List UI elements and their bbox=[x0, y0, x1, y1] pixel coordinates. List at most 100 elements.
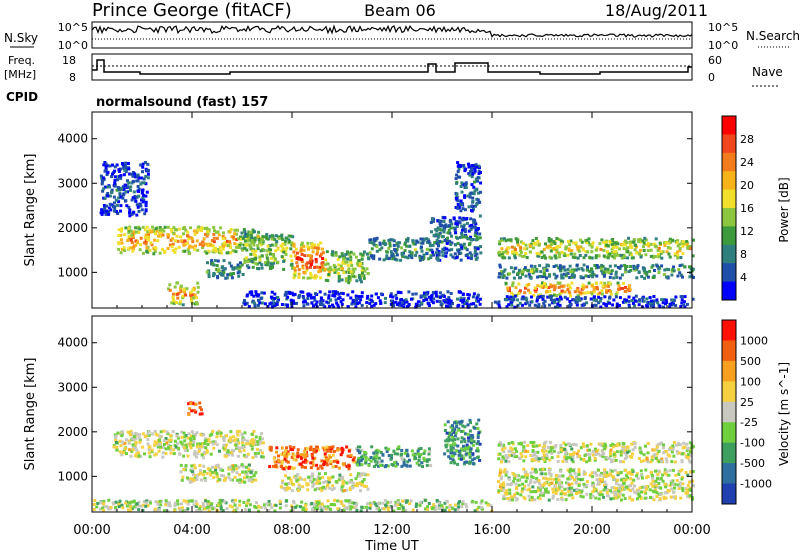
heatmap-cell bbox=[619, 460, 622, 464]
heatmap-cell bbox=[509, 453, 513, 457]
heatmap-cell bbox=[299, 248, 303, 252]
heatmap-cell bbox=[300, 260, 304, 264]
heatmap-cell bbox=[170, 230, 174, 234]
heatmap-cell bbox=[314, 246, 318, 250]
heatmap-cell bbox=[341, 261, 345, 265]
heatmap-cell bbox=[280, 249, 284, 253]
heatmap-cell bbox=[355, 279, 359, 283]
heatmap-cell bbox=[470, 237, 474, 241]
heatmap-cell bbox=[361, 253, 365, 257]
heatmap-cell bbox=[663, 496, 666, 500]
heatmap-cell bbox=[357, 259, 361, 262]
heatmap-cell bbox=[656, 249, 660, 252]
heatmap-cell bbox=[673, 496, 677, 500]
heatmap-cell bbox=[393, 461, 397, 464]
heatmap-cell bbox=[620, 483, 624, 487]
heatmap-cell bbox=[243, 261, 247, 264]
heatmap-cell bbox=[597, 295, 601, 299]
heatmap-cell bbox=[144, 204, 148, 208]
heatmap-cell bbox=[523, 291, 527, 295]
heatmap-cell bbox=[175, 301, 179, 304]
heatmap-cell bbox=[549, 243, 553, 246]
heatmap-cell bbox=[289, 254, 293, 258]
heatmap-cell bbox=[501, 446, 505, 450]
heatmap-cell bbox=[300, 453, 303, 457]
heatmap-cell bbox=[247, 305, 251, 308]
heatmap-cell bbox=[653, 453, 657, 456]
heatmap-cell bbox=[511, 284, 515, 288]
heatmap-cell bbox=[473, 204, 477, 208]
heatmap-cell bbox=[206, 467, 210, 471]
heatmap-cell bbox=[428, 248, 432, 252]
heatmap-cell bbox=[202, 445, 206, 449]
heatmap-cell bbox=[536, 295, 540, 299]
heatmap-cell bbox=[631, 487, 635, 491]
heatmap-cell bbox=[226, 239, 229, 243]
heatmap-cell bbox=[675, 449, 679, 453]
colorbar-segment bbox=[722, 171, 736, 191]
heatmap-cell bbox=[559, 297, 563, 301]
heatmap-cell bbox=[546, 490, 550, 494]
heatmap-cell bbox=[283, 242, 287, 246]
heatmap-cell bbox=[396, 452, 400, 456]
heatmap-cell bbox=[579, 494, 583, 498]
heatmap-cell bbox=[266, 244, 270, 248]
heatmap-cell bbox=[265, 263, 269, 267]
heatmap-cell bbox=[662, 443, 665, 447]
heatmap-cell bbox=[449, 253, 453, 257]
heatmap-cell bbox=[547, 498, 551, 502]
heatmap-cell bbox=[646, 451, 650, 455]
heatmap-cell bbox=[512, 270, 516, 274]
heatmap-cell bbox=[120, 227, 124, 231]
heatmap-cell bbox=[318, 481, 322, 485]
heatmap-cell bbox=[446, 449, 450, 453]
heatmap-cell bbox=[287, 482, 290, 485]
heatmap-cell bbox=[236, 263, 240, 267]
heatmap-cell bbox=[110, 188, 114, 192]
heatmap-cell bbox=[570, 493, 574, 496]
heatmap-cell bbox=[245, 256, 249, 260]
heatmap-cell bbox=[547, 450, 551, 454]
heatmap-cell bbox=[567, 476, 571, 480]
heatmap-cell bbox=[280, 236, 283, 240]
heatmap-cell bbox=[128, 229, 132, 233]
heatmap-cell bbox=[530, 467, 534, 471]
heatmap-cell bbox=[204, 439, 208, 443]
heatmap-cell bbox=[637, 303, 641, 307]
heatmap-cell bbox=[347, 269, 350, 273]
heatmap-cell bbox=[218, 245, 222, 249]
heatmap-cell bbox=[232, 439, 236, 443]
heatmap-cell bbox=[618, 492, 622, 496]
heatmap-cell bbox=[443, 239, 447, 242]
heatmap-cell bbox=[657, 271, 661, 274]
heatmap-cell bbox=[525, 301, 529, 305]
heatmap-cell bbox=[646, 460, 650, 464]
heatmap-cell bbox=[166, 235, 170, 239]
heatmap-cell bbox=[676, 274, 680, 278]
heatmap-cell bbox=[522, 495, 526, 499]
heatmap-cell bbox=[297, 487, 301, 491]
heatmap-cell bbox=[343, 260, 347, 264]
heatmap-cell bbox=[257, 230, 261, 234]
heatmap-cell bbox=[228, 243, 232, 247]
heatmap-cell bbox=[428, 241, 432, 245]
heatmap-cell bbox=[119, 229, 123, 233]
heatmap-cell bbox=[530, 295, 533, 299]
heatmap-cell bbox=[360, 291, 364, 295]
heatmap-cell bbox=[231, 478, 235, 482]
heatmap-cell bbox=[445, 242, 449, 245]
heatmap-cell bbox=[144, 174, 148, 178]
heatmap-cell bbox=[648, 302, 652, 306]
heatmap-cell bbox=[510, 450, 514, 454]
heatmap-cell bbox=[126, 190, 129, 194]
heatmap-cell bbox=[567, 489, 571, 493]
heatmap-cell bbox=[331, 253, 335, 257]
heatmap-cell bbox=[675, 241, 679, 245]
heatmap-cell bbox=[186, 476, 189, 480]
heatmap-cell bbox=[541, 455, 545, 459]
heatmap-cell bbox=[102, 204, 106, 207]
heatmap-cell bbox=[535, 455, 539, 459]
heatmap-cell bbox=[619, 253, 623, 257]
heatmap-cell bbox=[602, 495, 605, 499]
heatmap-cell bbox=[476, 447, 480, 451]
